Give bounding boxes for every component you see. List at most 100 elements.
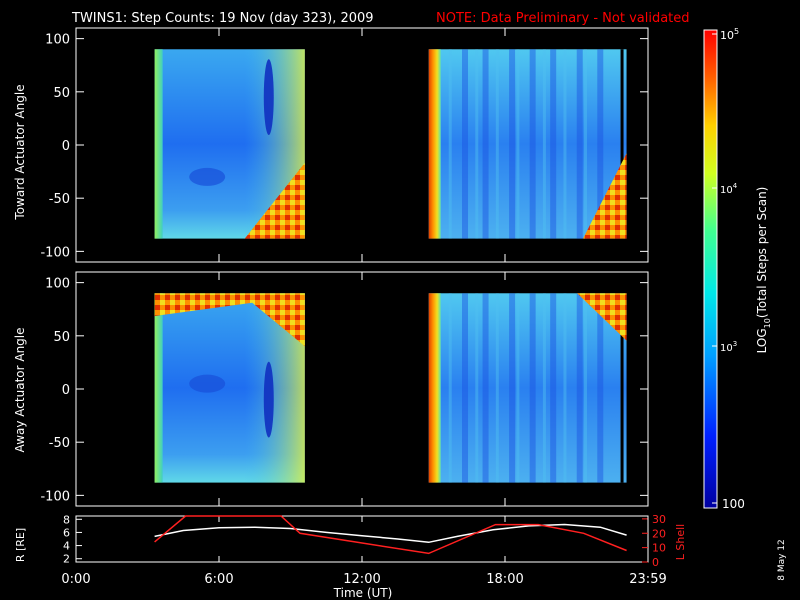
heatmap-saturated-region <box>154 293 305 347</box>
heatmap-saturated-region <box>577 293 627 341</box>
colorbar-title-sub: 10 <box>763 318 772 328</box>
l-shell-line <box>154 515 627 555</box>
heatmap-stripe <box>509 49 516 239</box>
heatmap-stripe <box>509 293 516 483</box>
heatmap-stripe <box>495 293 499 483</box>
colorbar-low-label: 103 <box>720 340 737 354</box>
colorbar: 105 104 103 100 LOG10(Total Steps per Sc… <box>703 27 772 511</box>
colorbar-title: LOG10(Total Steps per Scan) <box>755 187 772 354</box>
colorbar-gradient <box>703 29 718 509</box>
ytick-label: 50 <box>53 86 70 101</box>
heatmap-stripe <box>542 293 546 483</box>
heatmap-left-edge <box>154 293 163 483</box>
r-distance-line <box>154 523 627 544</box>
left-ytick-label: 4 <box>63 540 70 553</box>
heatmap-stripe <box>563 49 567 239</box>
heatmap-block-0-1 <box>428 49 627 239</box>
heatmap-stripe <box>550 49 557 239</box>
heatmap-stripe <box>495 49 499 239</box>
toward-ylabel: Toward Actuator Angle <box>13 84 27 220</box>
ytick-label: -50 <box>49 192 70 207</box>
heatmap-stripe <box>462 293 469 483</box>
heatmap-stripe <box>448 293 452 483</box>
left-ytick-label: 6 <box>63 526 70 539</box>
ytick-label: 50 <box>53 330 70 345</box>
left-ytick-label: 2 <box>63 553 70 566</box>
colorbar-bottom-label: 100 <box>722 497 745 511</box>
heatmap-stripe <box>482 293 489 483</box>
heatmap-block-1-0 <box>154 293 305 483</box>
heatmap-left-edge <box>154 49 163 239</box>
xtick-label: 6:00 <box>204 572 233 587</box>
colorbar-top-label: 105 <box>720 27 739 42</box>
colorbar-top-base: 10 <box>720 29 734 42</box>
heatmap-stripe <box>462 49 469 239</box>
heatmap-gap-line <box>620 293 624 483</box>
xtick-label: 23:59 <box>629 572 666 587</box>
colorbar-title-post: (Total Steps per Scan) <box>755 187 769 319</box>
colorbar-top-exp: 5 <box>734 27 739 36</box>
heatmap-stripe <box>563 293 567 483</box>
heatmap-gap-line <box>620 49 624 239</box>
heatmap-block-0-0 <box>154 49 305 239</box>
ytick-label: 100 <box>45 33 70 48</box>
heatmap-stripe <box>584 49 588 239</box>
heatmap-stripe <box>597 49 604 239</box>
r-ylabel: R [RE] <box>14 528 27 562</box>
ytick-label: 0 <box>62 139 70 154</box>
xtick-label: 18:00 <box>486 572 523 587</box>
left-ytick-label: 8 <box>63 513 70 526</box>
right-ytick-label: 30 <box>652 513 666 526</box>
toward-heatmap-panel: 100 50 0 -50 -100 <box>40 27 649 263</box>
heatmap-stripe <box>584 293 588 483</box>
heatmap-saturated-region <box>244 162 305 239</box>
heatmap-saturated-region <box>583 153 627 239</box>
heatmap-cells <box>428 49 627 239</box>
heatmap-block-1-1 <box>428 293 627 483</box>
data-note: NOTE: Data Preliminary - Not validated <box>436 11 690 26</box>
heatmap-orange-edge <box>428 293 441 483</box>
heatmap-dark-patch <box>189 374 226 393</box>
heatmap-stripe <box>576 293 583 483</box>
heatmap-stripe <box>482 49 489 239</box>
ytick-label: -100 <box>40 489 70 504</box>
heatmap-stripe <box>550 293 557 483</box>
xtick-label: 0:00 <box>61 572 90 587</box>
away-ylabel: Away Actuator Angle <box>13 327 27 452</box>
heatmap-stripe <box>597 293 604 483</box>
heatmap-stripe <box>529 293 536 483</box>
colorbar-low-base: 10 <box>720 343 733 354</box>
heatmap-dark-feature <box>263 361 274 438</box>
colorbar-title-pre: LOG <box>755 328 769 353</box>
heatmap-stripe <box>475 293 479 483</box>
chart-title: TWINS1: Step Counts: 19 Nov (day 323), 2… <box>71 11 374 26</box>
right-ytick-label: 20 <box>652 527 666 540</box>
heatmap-dark-patch <box>189 167 226 186</box>
ytick-label: 100 <box>45 277 70 292</box>
time-xlabel: Time (UT) <box>333 586 393 600</box>
heatmap-stripe <box>542 49 546 239</box>
xtick-label: 12:00 <box>343 572 380 587</box>
heatmap-stripe <box>576 49 583 239</box>
heatmap-stripe <box>529 49 536 239</box>
ytick-label: -50 <box>49 436 70 451</box>
line-panel-frame <box>75 515 649 563</box>
lshell-ylabel: L Shell <box>674 524 687 560</box>
r-ylabel-main: R [RE] <box>14 528 27 562</box>
ytick-label: -100 <box>40 245 70 260</box>
heatmap-orange-edge <box>428 49 441 239</box>
colorbar-low-exp: 3 <box>733 340 737 348</box>
heatmap-stripe <box>516 293 520 483</box>
colorbar-mid-exp: 4 <box>733 182 738 190</box>
ytick-label: 0 <box>62 383 70 398</box>
heatmap-stripe <box>516 49 520 239</box>
heatmap-stripe <box>475 49 479 239</box>
colorbar-mid-label: 104 <box>720 182 738 196</box>
colorbar-mid-base: 10 <box>720 185 733 196</box>
heatmap-stripe <box>448 49 452 239</box>
heatmap-dark-feature <box>263 59 274 136</box>
right-ytick-label: 10 <box>652 542 666 555</box>
heatmap-cells <box>428 293 627 483</box>
